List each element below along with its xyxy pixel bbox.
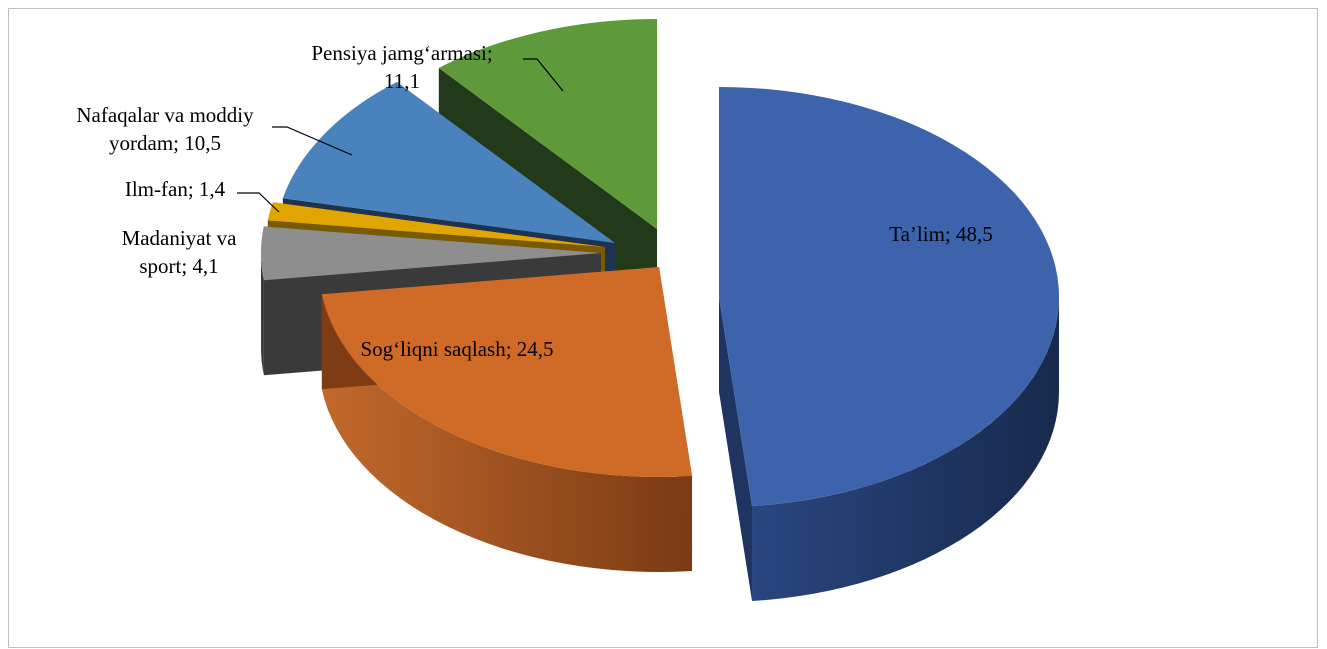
- pie-slice-1: [321, 267, 693, 572]
- pie-slice-top: [282, 81, 615, 243]
- pie-chart: Ta’lim; 48,5 Sog‘liqni saqlash; 24,5 Madan…: [76, 19, 1060, 602]
- pie-slice-top: [438, 19, 657, 229]
- pie-slice-top: [719, 87, 1059, 507]
- data-label-line: Nafaqalar va moddiy: [76, 103, 254, 127]
- data-label-line: yordam; 10,5: [109, 131, 221, 155]
- pie-slice-0: [719, 87, 1060, 602]
- pie-slice-top: [267, 202, 605, 247]
- leader-line-3: [237, 192, 280, 213]
- pie-slice-top: [321, 267, 693, 477]
- pie-slice-top: [261, 226, 601, 281]
- data-label-line: Madaniyat va: [122, 226, 238, 250]
- pie-slice-side: [719, 297, 753, 602]
- data-label-line: Sog‘liqni saqlash; 24,5: [360, 337, 553, 361]
- data-label-2: Madaniyat va sport; 4,1: [122, 226, 238, 278]
- pie-slice-wall: [321, 294, 693, 572]
- data-label-4: Nafaqalar va moddiy yordam; 10,5: [76, 103, 254, 155]
- data-label-5: Pensiya jamg‘armasi; 11,1: [311, 41, 492, 93]
- data-label-line: Ta’lim; 48,5: [889, 222, 993, 246]
- data-label-line: Ilm-fan; 1,4: [125, 177, 226, 201]
- pie-slice-wall: [752, 297, 1060, 602]
- leader-line-4: [272, 126, 353, 156]
- leader-line-5: [523, 58, 564, 92]
- data-label-0: Ta’lim; 48,5: [889, 222, 993, 246]
- data-label-3: Ilm-fan; 1,4: [125, 177, 226, 201]
- pie-slice-wall: [261, 253, 264, 376]
- data-label-1: Sog‘liqni saqlash; 24,5: [360, 337, 553, 361]
- data-label-line: 11,1: [384, 69, 420, 93]
- data-label-line: sport; 4,1: [139, 254, 218, 278]
- data-label-line: Pensiya jamg‘armasi;: [311, 41, 492, 65]
- chart-area: Ta’lim; 48,5 Sog‘liqni saqlash; 24,5 Madan…: [8, 8, 1318, 648]
